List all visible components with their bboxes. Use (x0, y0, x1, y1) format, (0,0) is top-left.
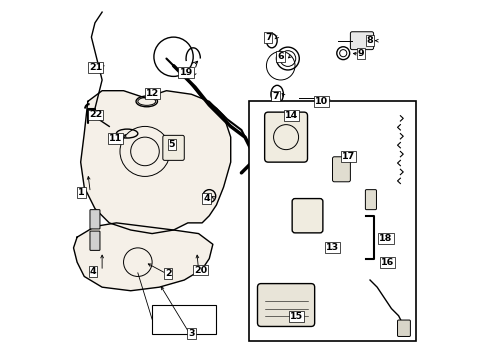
Text: 5: 5 (169, 140, 175, 149)
Text: 19: 19 (179, 68, 193, 77)
FancyBboxPatch shape (292, 199, 323, 233)
FancyBboxPatch shape (90, 210, 100, 229)
Text: 17: 17 (342, 152, 355, 161)
Text: 13: 13 (326, 243, 339, 252)
Text: 22: 22 (89, 111, 102, 120)
Text: 9: 9 (358, 49, 365, 58)
FancyBboxPatch shape (258, 284, 315, 327)
Polygon shape (81, 91, 231, 234)
Text: 20: 20 (194, 266, 207, 275)
Polygon shape (74, 223, 213, 291)
Text: 4: 4 (90, 267, 97, 276)
FancyBboxPatch shape (265, 112, 308, 162)
Text: 11: 11 (109, 134, 122, 143)
Bar (152, 305, 217, 334)
Text: 14: 14 (285, 111, 298, 120)
Text: 15: 15 (290, 312, 303, 321)
FancyBboxPatch shape (397, 320, 411, 337)
FancyBboxPatch shape (90, 231, 100, 250)
Text: 8: 8 (367, 36, 373, 45)
Text: 18: 18 (379, 234, 393, 243)
Text: 7: 7 (265, 33, 271, 42)
FancyBboxPatch shape (163, 135, 184, 160)
Text: 7: 7 (272, 91, 279, 100)
Text: 10: 10 (315, 97, 328, 106)
FancyBboxPatch shape (350, 32, 373, 50)
Text: 4: 4 (203, 194, 210, 203)
Text: 6: 6 (277, 52, 284, 61)
Bar (248, 102, 416, 341)
Text: 16: 16 (381, 258, 394, 267)
Text: 21: 21 (89, 63, 102, 72)
Text: 2: 2 (165, 269, 172, 278)
Text: 12: 12 (146, 89, 159, 98)
FancyBboxPatch shape (333, 157, 350, 182)
FancyBboxPatch shape (366, 190, 376, 210)
Text: 1: 1 (78, 188, 85, 197)
Text: 3: 3 (188, 329, 195, 338)
